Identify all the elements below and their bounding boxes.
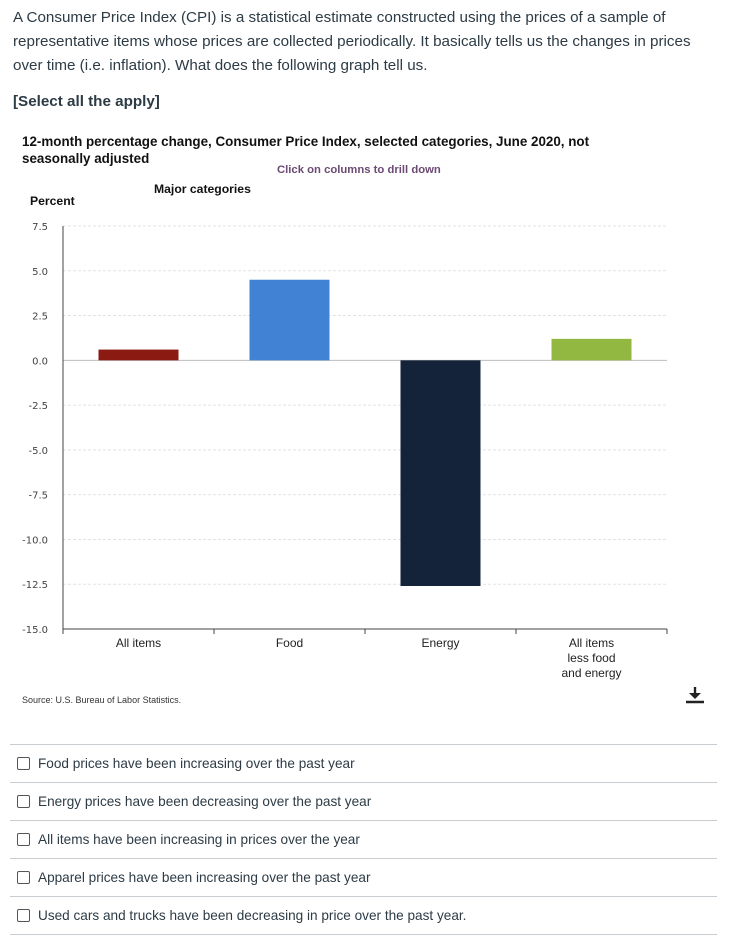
answer-options: Food prices have been increasing over th…	[10, 744, 717, 935]
y-tick-label: -2.5	[28, 401, 48, 412]
bar-4[interactable]	[551, 338, 632, 361]
chart-title: 12-month percentage change, Consumer Pri…	[22, 134, 590, 166]
chart-subtitle: Major categories	[154, 182, 251, 196]
y-tick-label: -10.0	[22, 535, 48, 546]
download-icon[interactable]	[684, 686, 706, 704]
x-category-label: less food	[567, 651, 615, 665]
question-text: A Consumer Price Index (CPI) is a statis…	[13, 9, 691, 74]
bar-1[interactable]	[98, 349, 179, 361]
x-category-label: Food	[276, 636, 303, 650]
y-tick-label: 5.0	[32, 267, 48, 278]
bar-3[interactable]	[400, 360, 481, 587]
y-axis-label: Percent	[30, 194, 75, 208]
option-label: Food prices have been increasing over th…	[38, 756, 355, 771]
option-row[interactable]: Apparel prices have been increasing over…	[10, 859, 717, 897]
x-category-label: All items	[116, 636, 161, 650]
checkbox[interactable]	[17, 871, 30, 884]
option-row[interactable]: Used cars and trucks have been decreasin…	[10, 897, 717, 935]
y-tick-label: -12.5	[22, 580, 48, 591]
option-label: Energy prices have been decreasing over …	[38, 794, 372, 809]
option-label: Used cars and trucks have been decreasin…	[38, 908, 467, 923]
bar-2[interactable]	[249, 279, 330, 361]
option-label: All items have been increasing in prices…	[38, 832, 360, 847]
y-tick-label: 2.5	[32, 312, 48, 323]
checkbox[interactable]	[17, 909, 30, 922]
option-row[interactable]: Food prices have been increasing over th…	[10, 745, 717, 783]
y-tick-label: -7.5	[28, 491, 48, 502]
x-category-label: Energy	[421, 636, 459, 650]
option-row[interactable]: Energy prices have been decreasing over …	[10, 783, 717, 821]
y-tick-label: 7.5	[32, 222, 48, 233]
chart-source: Source: U.S. Bureau of Labor Statistics.	[22, 695, 182, 705]
drill-down-hint: Click on columns to drill down	[277, 164, 441, 176]
option-row[interactable]: All items have been increasing in prices…	[10, 821, 717, 859]
checkbox[interactable]	[17, 757, 30, 770]
x-category-label: and energy	[561, 666, 621, 680]
question-instruction: [Select all the apply]	[13, 93, 160, 110]
checkbox[interactable]	[17, 795, 30, 808]
y-tick-label: -15.0	[22, 625, 48, 636]
y-tick-label: 0.0	[32, 356, 48, 367]
x-category-label: All items	[569, 636, 614, 650]
checkbox[interactable]	[17, 833, 30, 846]
cpi-bar-chart: 7.5 5.0 2.5 0.0 -2.5 -5.0 -7.5 -10.0 -12.5 -15.0 A…	[22, 222, 668, 680]
y-tick-label: -5.0	[28, 446, 48, 457]
option-label: Apparel prices have been increasing over…	[38, 870, 371, 885]
